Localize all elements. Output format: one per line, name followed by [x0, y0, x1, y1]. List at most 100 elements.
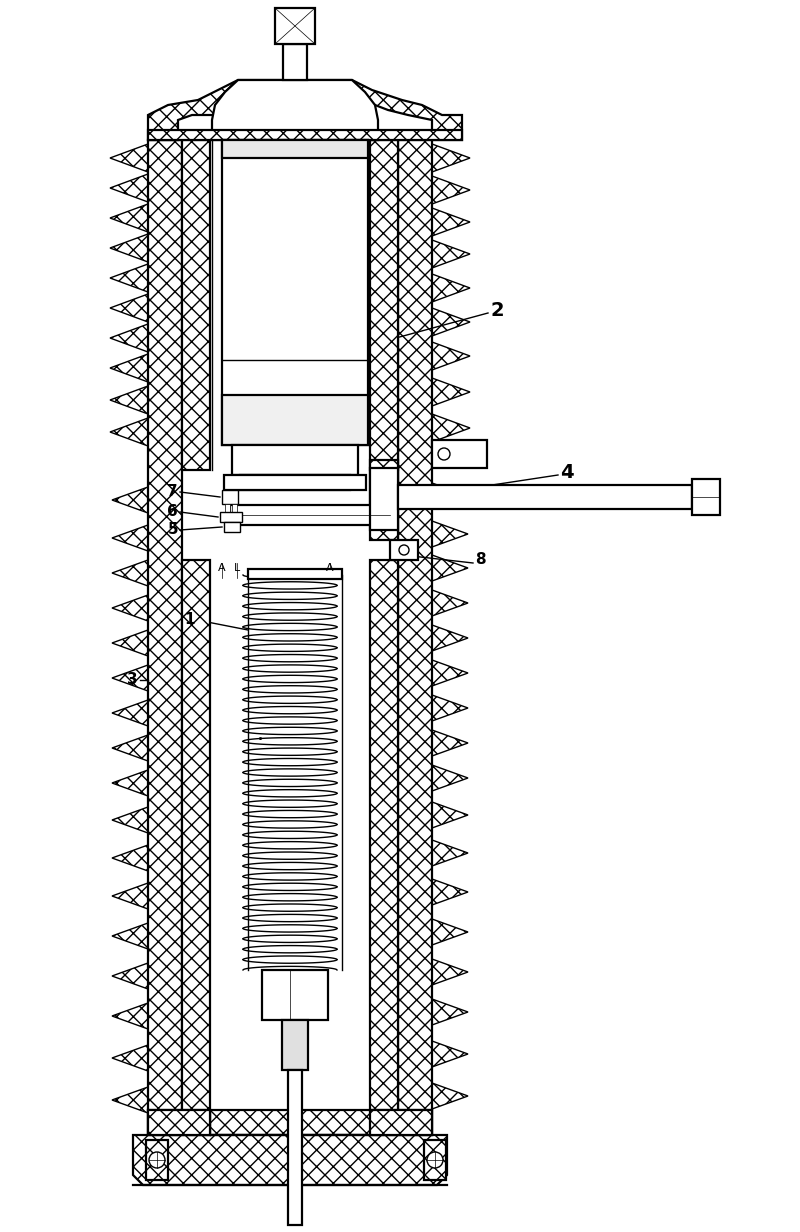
Polygon shape [133, 1135, 447, 1185]
Polygon shape [225, 504, 230, 513]
Text: 5: 5 [167, 522, 178, 537]
Polygon shape [432, 414, 470, 442]
Polygon shape [224, 476, 366, 490]
Polygon shape [146, 1140, 168, 1180]
Polygon shape [110, 174, 148, 202]
Polygon shape [370, 561, 398, 1110]
Polygon shape [432, 176, 470, 205]
Polygon shape [148, 80, 283, 140]
Polygon shape [432, 999, 468, 1025]
Polygon shape [110, 264, 148, 292]
Polygon shape [110, 234, 148, 262]
Polygon shape [112, 525, 148, 551]
Text: 4: 4 [560, 462, 574, 482]
Polygon shape [112, 1045, 148, 1071]
Polygon shape [432, 144, 470, 172]
Polygon shape [424, 1140, 446, 1180]
Polygon shape [222, 395, 368, 445]
Polygon shape [398, 140, 432, 1135]
Polygon shape [307, 80, 462, 140]
Polygon shape [432, 919, 468, 945]
Polygon shape [432, 625, 468, 650]
Polygon shape [148, 1110, 210, 1135]
Polygon shape [110, 418, 148, 446]
Polygon shape [112, 700, 148, 726]
Polygon shape [432, 802, 468, 828]
Polygon shape [112, 595, 148, 621]
Polygon shape [432, 695, 468, 721]
Polygon shape [110, 386, 148, 414]
Polygon shape [212, 80, 378, 140]
Polygon shape [230, 505, 390, 525]
Polygon shape [112, 487, 148, 513]
Text: 2: 2 [490, 301, 504, 319]
Polygon shape [112, 845, 148, 871]
Polygon shape [432, 378, 470, 407]
Polygon shape [370, 468, 398, 530]
Polygon shape [112, 963, 148, 989]
Polygon shape [110, 324, 148, 352]
Polygon shape [110, 205, 148, 232]
Circle shape [438, 448, 450, 460]
Polygon shape [112, 1003, 148, 1029]
Polygon shape [432, 554, 468, 582]
Polygon shape [370, 460, 398, 540]
Polygon shape [112, 923, 148, 949]
Circle shape [427, 1152, 443, 1168]
Text: 7: 7 [167, 484, 178, 499]
Polygon shape [112, 1087, 148, 1112]
Text: 1: 1 [185, 612, 195, 627]
Polygon shape [220, 513, 242, 522]
Text: ·: · [257, 731, 263, 750]
Polygon shape [112, 807, 148, 833]
Polygon shape [112, 561, 148, 586]
Polygon shape [432, 308, 470, 336]
Polygon shape [148, 131, 462, 140]
Polygon shape [692, 479, 720, 515]
Polygon shape [398, 485, 692, 509]
Polygon shape [110, 354, 148, 382]
Polygon shape [248, 569, 342, 579]
Polygon shape [148, 1110, 432, 1135]
Polygon shape [282, 1020, 308, 1071]
Circle shape [399, 545, 409, 554]
Polygon shape [240, 476, 350, 490]
Polygon shape [432, 590, 468, 616]
Polygon shape [112, 665, 148, 691]
Polygon shape [432, 483, 468, 509]
Polygon shape [432, 521, 468, 547]
Polygon shape [432, 731, 468, 756]
Polygon shape [288, 1071, 302, 1225]
Polygon shape [262, 970, 328, 1020]
Text: 6: 6 [167, 504, 178, 520]
Polygon shape [432, 240, 470, 269]
Polygon shape [112, 770, 148, 796]
Polygon shape [112, 630, 148, 655]
Polygon shape [432, 440, 487, 468]
Polygon shape [370, 1110, 432, 1135]
Polygon shape [232, 445, 358, 476]
Polygon shape [390, 540, 418, 561]
Polygon shape [432, 274, 470, 302]
Polygon shape [275, 7, 315, 44]
Polygon shape [112, 883, 148, 909]
Circle shape [149, 1152, 165, 1168]
Polygon shape [148, 140, 182, 1135]
Polygon shape [222, 140, 368, 445]
Text: 8: 8 [475, 552, 486, 568]
Polygon shape [182, 140, 210, 469]
Polygon shape [432, 958, 468, 986]
Polygon shape [432, 342, 470, 370]
Polygon shape [222, 140, 368, 158]
Polygon shape [283, 44, 307, 80]
Polygon shape [224, 522, 240, 532]
Polygon shape [432, 878, 468, 906]
Polygon shape [432, 660, 468, 686]
Polygon shape [432, 840, 468, 866]
Polygon shape [432, 1041, 468, 1067]
Polygon shape [232, 504, 237, 513]
Polygon shape [432, 208, 470, 237]
Polygon shape [182, 561, 210, 1110]
Text: 3: 3 [127, 673, 138, 687]
Polygon shape [370, 140, 398, 469]
